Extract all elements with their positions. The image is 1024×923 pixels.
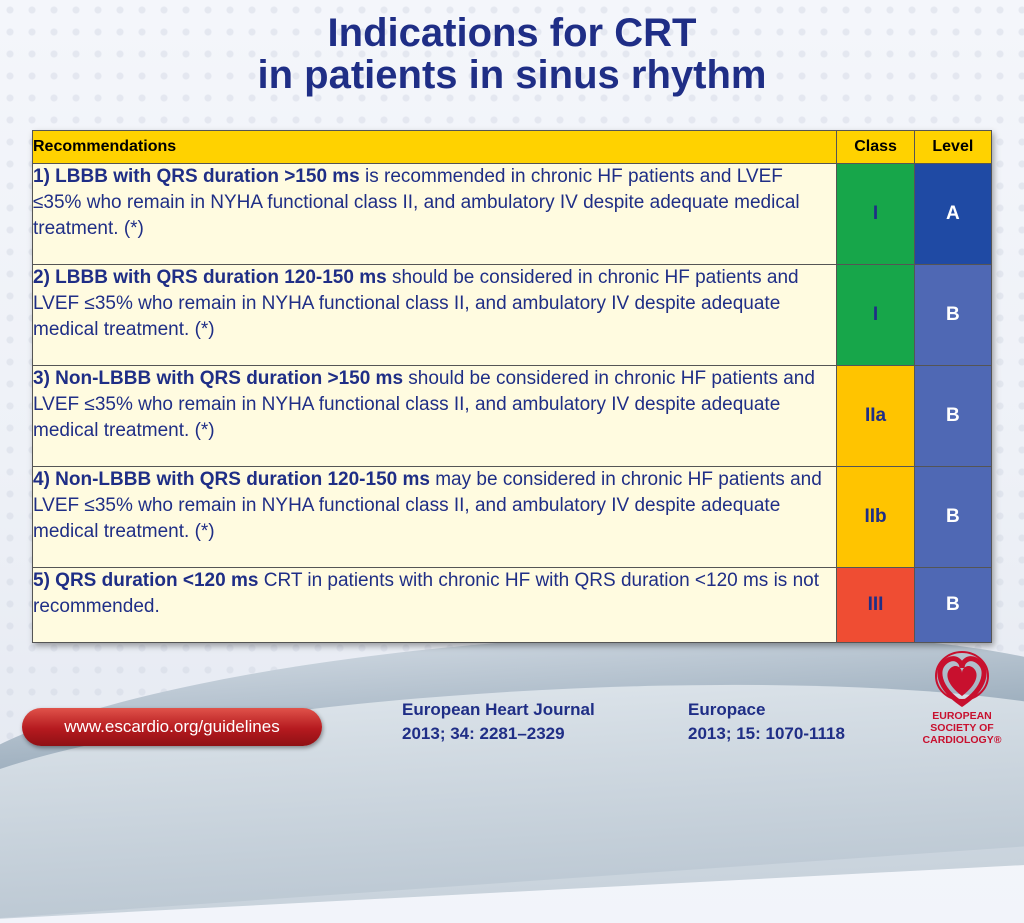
recommendation-cell: 2) LBBB with QRS duration 120-150 ms sho…	[31, 264, 838, 366]
title-line-1: Indications for CRT	[327, 11, 697, 55]
recommendation-cell: 5) QRS duration <120 ms CRT in patients …	[31, 567, 838, 643]
recommendation-bold: 4) Non-LBBB with QRS duration 120-150 ms	[33, 469, 430, 490]
level-cell: B	[913, 365, 993, 467]
reference-ehj-citation: 2013; 34: 2281–2329	[402, 724, 565, 743]
guidelines-link[interactable]: www.escardio.org/guidelines	[22, 708, 322, 746]
class-cell: IIb	[836, 466, 915, 568]
logo-text-line-3: CARDIOLOGY®	[922, 734, 1002, 746]
esc-logo-text: EUROPEAN SOCIETY OF CARDIOLOGY®	[918, 710, 1006, 746]
level-cell: B	[913, 567, 993, 643]
recommendation-cell: 4) Non-LBBB with QRS duration 120-150 ms…	[31, 466, 838, 568]
table-row: 3) Non-LBBB with QRS duration >150 ms sh…	[31, 365, 993, 467]
class-cell: IIa	[836, 365, 915, 467]
table-header-row: Recommendations Class Level	[31, 130, 993, 164]
recommendation-text: should be considered in chronic HF patie…	[33, 368, 815, 441]
class-cell: III	[836, 567, 915, 643]
level-cell: B	[913, 466, 993, 568]
recommendation-bold: 5) QRS duration <120 ms	[33, 570, 259, 591]
reference-europace-journal: Europace	[688, 700, 766, 719]
recommendation-bold: 2) LBBB with QRS duration 120-150 ms	[33, 267, 387, 288]
reference-ehj: European Heart Journal 2013; 34: 2281–23…	[402, 698, 595, 746]
reference-europace: Europace 2013; 15: 1070-1118	[688, 698, 845, 746]
level-cell: A	[913, 163, 993, 265]
recommendation-cell: 1) LBBB with QRS duration >150 ms is rec…	[31, 163, 838, 265]
recommendation-text: should be considered in chronic HF patie…	[33, 267, 799, 340]
logo-text-line-2: SOCIETY OF	[930, 722, 994, 734]
slide-title: Indications for CRT in patients in sinus…	[0, 12, 1024, 96]
title-line-2: in patients in sinus rhythm	[257, 53, 767, 97]
recommendation-text: is recommended in chronic HF patients an…	[33, 166, 800, 239]
heart-logo-icon	[935, 651, 989, 708]
logo-text-line-1: EUROPEAN	[932, 710, 992, 722]
recommendation-text: CRT in patients with chronic HF with QRS…	[33, 570, 820, 617]
recommendations-table: Recommendations Class Level 1) LBBB with…	[31, 130, 993, 643]
table-row: 2) LBBB with QRS duration 120-150 ms sho…	[31, 264, 993, 366]
reference-ehj-journal: European Heart Journal	[402, 700, 595, 719]
table-row: 1) LBBB with QRS duration >150 ms is rec…	[31, 163, 993, 265]
reference-europace-citation: 2013; 15: 1070-1118	[688, 724, 845, 743]
recommendation-text: may be considered in chronic HF patients…	[33, 469, 822, 542]
recommendation-bold: 3) Non-LBBB with QRS duration >150 ms	[33, 368, 404, 389]
recommendation-cell: 3) Non-LBBB with QRS duration >150 ms sh…	[31, 365, 838, 467]
table-row: 4) Non-LBBB with QRS duration 120-150 ms…	[31, 466, 993, 568]
table-row: 5) QRS duration <120 ms CRT in patients …	[31, 567, 993, 643]
class-cell: I	[836, 163, 915, 265]
header-recommendations: Recommendations	[31, 130, 838, 164]
recommendation-bold: 1) LBBB with QRS duration >150 ms	[33, 166, 360, 187]
header-level: Level	[913, 130, 993, 164]
header-class: Class	[836, 130, 915, 164]
level-cell: B	[913, 264, 993, 366]
class-cell: I	[836, 264, 915, 366]
